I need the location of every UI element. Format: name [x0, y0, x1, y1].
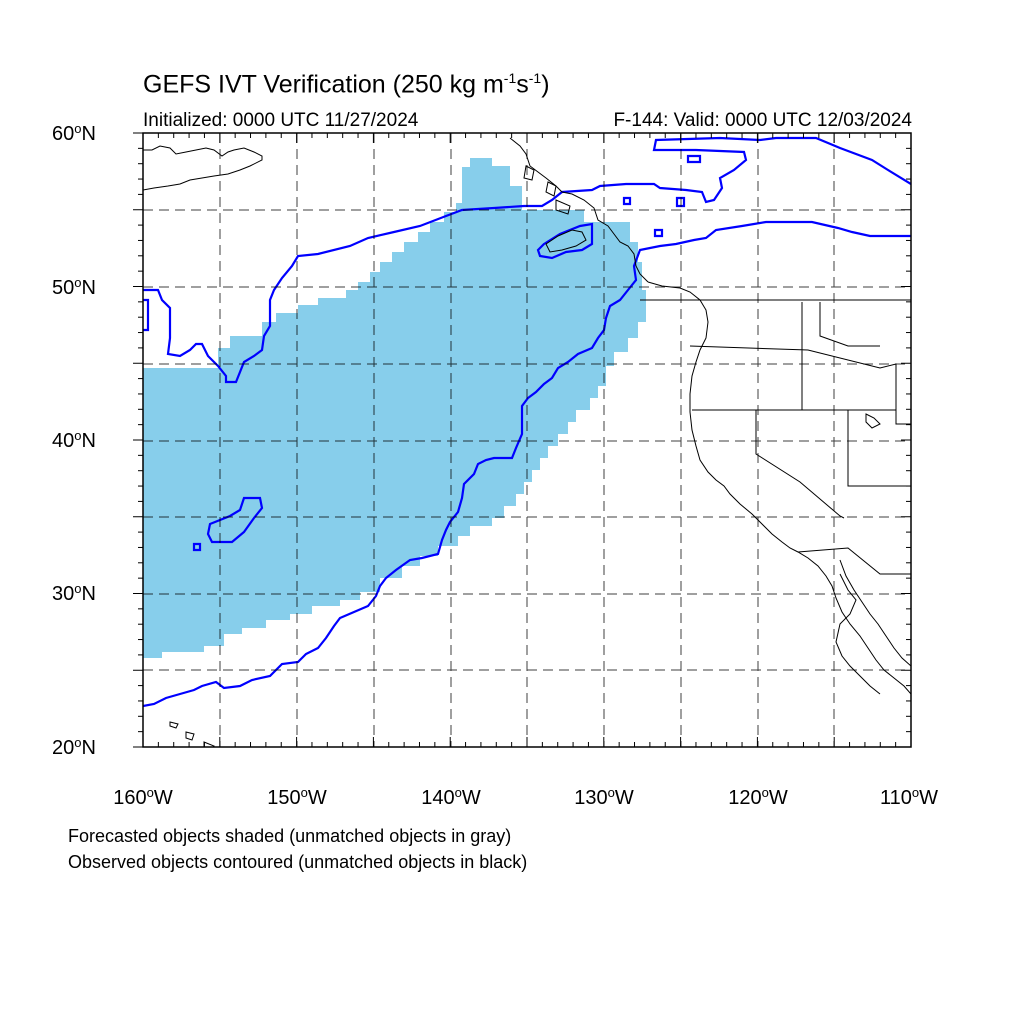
observed-object-vancouver-island: [536, 222, 594, 260]
vancouver-island-coast: [545, 229, 587, 253]
alaska-panhandle-coast: [509, 137, 649, 283]
observed-object-main: [143, 136, 911, 708]
observed-object-small-3: [653, 228, 664, 238]
graticule-grid: [143, 133, 911, 747]
alaska-coastline: [143, 145, 263, 191]
observed-object-small-6: [686, 154, 702, 164]
hawaii-islands: [169, 721, 215, 747]
initialized-time: Initialized: 0000 UTC 11/27/2024: [143, 110, 419, 131]
lon-label-120: 120oW: [728, 785, 788, 809]
lat-label-30: 30oN: [52, 581, 96, 605]
observed-object-left-edge: [143, 298, 150, 332]
axis-ticks: [133, 132, 912, 748]
lat-label-20: 20oN: [52, 735, 96, 759]
map-title: GEFS IVT Verification (250 kg m-1s-1): [143, 70, 550, 99]
lat-label-60: 60oN: [52, 121, 96, 145]
forecast-object: [143, 158, 646, 658]
lon-label-140: 140oW: [421, 785, 481, 809]
lon-label-150: 150oW: [267, 785, 327, 809]
state-borders: [689, 302, 911, 575]
observed-object-small-5: [675, 196, 686, 208]
alaska-islands: [523, 165, 571, 215]
observed-object-small-1: [206, 496, 264, 544]
lat-label-50: 50oN: [52, 275, 96, 299]
observed-object-small-4: [622, 196, 632, 206]
baja-peninsula: [835, 573, 881, 695]
caption-observed: Observed objects contoured (unmatched ob…: [68, 852, 528, 872]
gulf-of-california: [839, 559, 911, 667]
great-salt-lake: [865, 413, 881, 429]
lon-label-130: 130oW: [574, 785, 634, 809]
caption-forecast: Forecasted objects shaded (unmatched obj…: [68, 826, 512, 846]
lon-label-110: 110oW: [879, 785, 939, 809]
lon-label-160: 160oW: [113, 785, 173, 809]
observed-object-small-2: [192, 542, 202, 552]
lat-label-40: 40oN: [52, 428, 96, 452]
us-west-coast: [647, 281, 911, 695]
valid-time: F-144: Valid: 0000 UTC 12/03/2024: [613, 110, 912, 131]
